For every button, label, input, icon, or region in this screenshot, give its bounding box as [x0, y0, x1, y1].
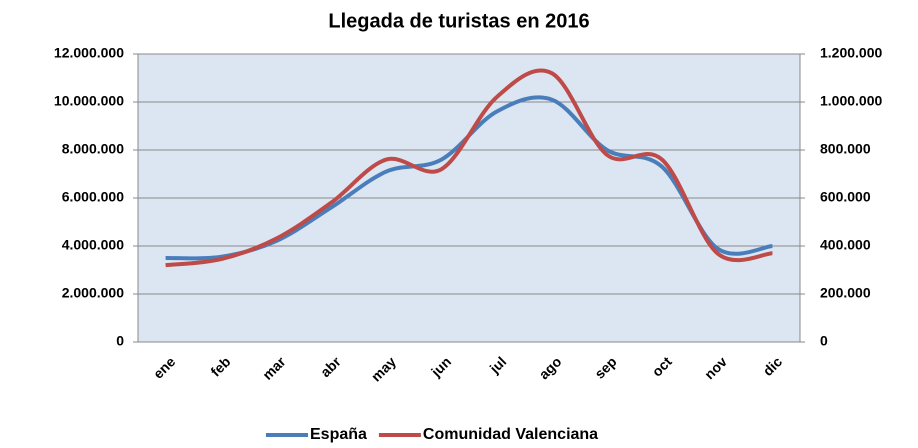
legend-label: Comunidad Valenciana: [423, 426, 598, 443]
y-tick-label: 2.000.000: [62, 285, 124, 301]
y2-tick-label: 1.200.000: [820, 45, 882, 61]
y2-tick-label: 1.000.000: [820, 93, 882, 109]
x-tick-label: oct: [649, 353, 675, 379]
legend-label: España: [310, 426, 367, 443]
y-tick-label: 12.000.000: [54, 45, 124, 61]
x-tick-label: ene: [150, 353, 179, 382]
y2-tick-label: 200.000: [820, 285, 871, 301]
y-tick-label: 0: [116, 333, 124, 349]
x-tick-label: ago: [536, 353, 565, 382]
x-tick-label: may: [368, 353, 399, 384]
chart-title: Llegada de turistas en 2016: [328, 10, 589, 32]
x-tick-label: feb: [207, 353, 233, 379]
x-tick-label: nov: [701, 353, 730, 382]
y2-tick-label: 0: [820, 333, 828, 349]
x-tick-label: abr: [317, 353, 344, 380]
y-tick-label: 8.000.000: [62, 141, 124, 157]
x-tick-label: jul: [486, 353, 510, 377]
series-line: [165, 95, 773, 261]
x-tick-label: jun: [427, 353, 454, 380]
y-tick-label: 4.000.000: [62, 237, 124, 253]
x-tick-label: sep: [591, 353, 619, 381]
y-tick-label: 10.000.000: [54, 93, 124, 109]
x-tick-label: dic: [760, 353, 786, 379]
series-line: [165, 68, 773, 268]
y2-tick-label: 800.000: [820, 141, 871, 157]
y-tick-label: 6.000.000: [62, 189, 124, 205]
x-tick-label: mar: [259, 353, 289, 383]
y2-tick-label: 400.000: [820, 237, 871, 253]
y2-tick-label: 600.000: [820, 189, 871, 205]
